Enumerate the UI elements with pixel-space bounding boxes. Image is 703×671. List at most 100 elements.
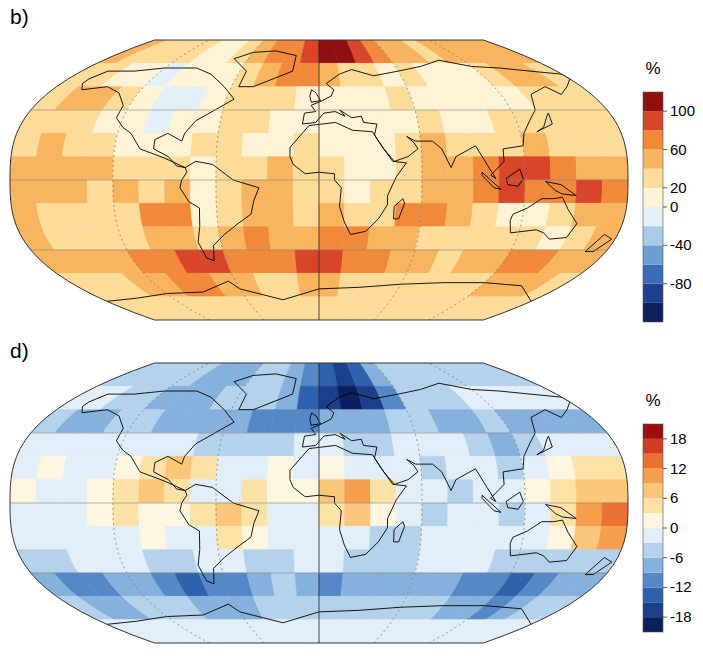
coastline [180,161,259,261]
cell [576,480,603,503]
cell [269,110,295,133]
cell [341,87,367,110]
colorbar-tick [663,617,667,618]
panel-label: b) [10,5,29,28]
coastline [180,484,259,584]
coastline [302,383,569,501]
cell [275,596,300,619]
colorbar-bin [643,424,663,439]
colorbar-bin [643,573,663,588]
colorbar-tick-label: -40 [670,236,692,253]
cell [319,433,344,456]
cell [218,550,247,573]
cell [420,203,448,226]
cell [422,157,448,180]
cell [297,63,319,86]
parallel [31,573,607,574]
cell [87,180,113,203]
cell [87,157,113,180]
cell [268,180,294,203]
cell [495,133,524,156]
cell [295,250,319,273]
cell [319,110,344,133]
cell [190,503,216,526]
cell [550,157,576,180]
cell [499,480,525,503]
cell [521,456,550,479]
cell [367,550,395,573]
colorbar-bin [643,454,663,469]
cell [341,410,367,433]
cell [293,180,319,203]
cell [396,480,422,503]
map-area [10,363,628,643]
colorbar-tick [663,557,667,558]
cell [139,456,168,479]
coastline [506,169,523,186]
coastline [82,68,234,168]
colorbar-tick-label: -80 [670,275,692,292]
cell [271,87,297,110]
colorbar-frame [643,424,663,632]
colorbar-bin [643,303,663,322]
coastline [506,492,523,509]
cell [268,203,294,226]
cell [601,503,628,526]
cell [470,526,499,549]
cell [470,363,541,386]
cell [139,133,168,156]
coastline [394,522,405,542]
map-outline [10,363,628,643]
colorbar-bin [643,498,663,513]
cell [88,456,117,479]
cell [367,110,395,133]
panel-label: d) [10,339,29,362]
cell [445,456,473,479]
cell [319,573,343,596]
cell [139,180,165,203]
colorbar-bin [643,543,663,558]
cell [391,550,420,573]
colorbar-frame [643,92,663,322]
cell [524,480,550,503]
cell [191,133,219,156]
cell [345,180,371,203]
cell [370,503,396,526]
colorbar-bin [643,169,663,188]
cell [293,203,319,226]
cell [524,503,550,526]
cell [190,157,216,180]
cell [300,40,319,63]
cell [190,180,216,203]
cell [571,203,601,226]
cell [523,273,582,296]
cell [344,456,370,479]
cell [242,203,269,226]
cell [470,456,499,479]
coastline [290,445,407,557]
colorbar-bin [643,130,663,149]
cell [139,203,168,226]
cell [87,480,113,503]
parallel [31,433,607,434]
colorbar-bin [643,469,663,484]
cell [447,157,473,180]
cell [550,480,576,503]
cell [242,456,269,479]
cell [447,480,473,503]
cell [275,63,300,86]
cell [243,433,271,456]
cell [571,456,601,479]
coastline [234,374,296,410]
colorbar-tick [663,498,667,499]
parallel [31,110,607,111]
cell [470,40,541,63]
parallel [10,180,628,181]
cell [319,480,345,503]
cell [36,180,63,203]
cell [88,203,117,226]
cell [396,180,422,203]
cell [10,480,37,503]
cell [268,480,294,503]
colorbar-tick [663,245,667,246]
